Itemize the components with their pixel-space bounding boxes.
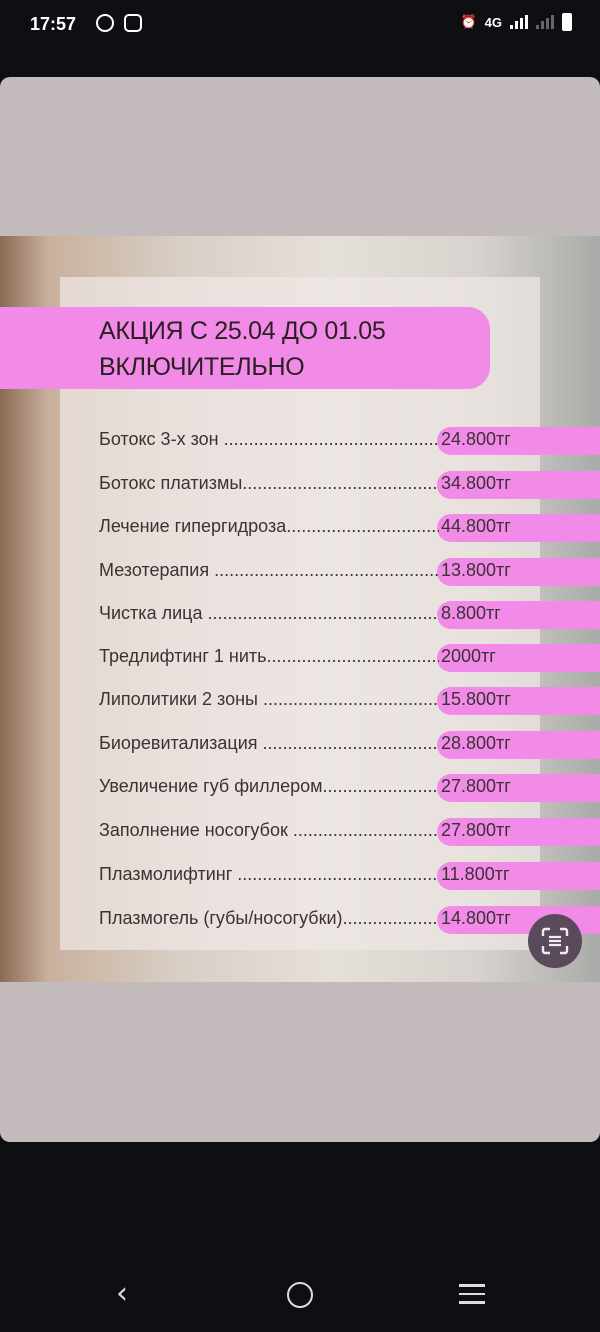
price-list-item: Ботокс платизмы.........................… bbox=[0, 471, 600, 499]
price-highlight bbox=[437, 427, 600, 455]
promo-title-line1: АКЦИЯ С 25.04 ДО 01.05 bbox=[99, 317, 386, 345]
status-bar: 17:57 ⏰ 4G bbox=[0, 0, 600, 48]
service-name: Плазмогель (губы/носогубки).............… bbox=[99, 908, 439, 928]
service-price: 15.800тг bbox=[441, 689, 511, 709]
service-price: 8.800тг bbox=[441, 603, 501, 623]
network-type: 4G bbox=[484, 14, 502, 30]
clock: 17:57 bbox=[30, 14, 77, 34]
price-list-item: Тредлифтинг 1 нить......................… bbox=[0, 644, 600, 672]
whatsapp-icon bbox=[96, 14, 114, 32]
alarm-icon: ⏰ bbox=[460, 14, 477, 29]
price-list-item: Липолитики 2 зоны ......................… bbox=[0, 687, 600, 715]
service-name: Чистка лица ............................… bbox=[99, 603, 439, 623]
price-highlight bbox=[437, 601, 600, 629]
navigation-bar: ‹ bbox=[0, 1262, 600, 1332]
price-highlight bbox=[437, 644, 600, 672]
price-list-item: Увеличение губ филлером.................… bbox=[0, 774, 600, 802]
recents-button[interactable] bbox=[459, 1284, 485, 1304]
promo-header: АКЦИЯ С 25.04 ДО 01.05 ВКЛЮЧИТЕЛЬНО bbox=[0, 307, 490, 389]
price-highlight bbox=[437, 731, 600, 759]
price-highlight bbox=[437, 471, 600, 499]
service-price: 2000тг bbox=[441, 646, 496, 666]
service-name: Липолитики 2 зоны ......................… bbox=[99, 689, 439, 709]
service-name: Мезотерапия ............................… bbox=[99, 560, 439, 580]
service-price: 24.800тг bbox=[441, 429, 511, 449]
price-list-item: Заполнение носогубок ...................… bbox=[0, 818, 600, 846]
price-highlight bbox=[437, 687, 600, 715]
scan-text-button[interactable] bbox=[528, 914, 582, 968]
price-list-item: Плазмогель (губы/носогубки).............… bbox=[0, 906, 600, 934]
service-name: Увеличение губ филлером.................… bbox=[99, 776, 439, 796]
price-list-item: Лечение гипергидроза....................… bbox=[0, 514, 600, 542]
service-price: 14.800тг bbox=[441, 908, 511, 928]
back-button[interactable]: ‹ bbox=[116, 1276, 128, 1311]
service-name: Тредлифтинг 1 нить......................… bbox=[99, 646, 439, 666]
price-list-item: Плазмолифтинг ..........................… bbox=[0, 862, 600, 890]
price-list-item: Ботокс 3-х зон .........................… bbox=[0, 427, 600, 455]
service-price: 27.800тг bbox=[441, 776, 511, 796]
price-list-item: Биоревитализация .......................… bbox=[0, 731, 600, 759]
image-viewer-card: АКЦИЯ С 25.04 ДО 01.05 ВКЛЮЧИТЕЛЬНО Бото… bbox=[0, 77, 600, 1142]
signal-sim2-icon bbox=[536, 15, 554, 29]
service-price: 11.800тг bbox=[441, 864, 510, 884]
scan-text-icon bbox=[541, 927, 569, 955]
price-highlight bbox=[437, 774, 600, 802]
service-name: Плазмолифтинг ..........................… bbox=[99, 864, 439, 884]
price-highlight bbox=[437, 558, 600, 586]
promo-title-line2: ВКЛЮЧИТЕЛЬНО bbox=[99, 353, 305, 381]
service-price: 44.800тг bbox=[441, 516, 511, 536]
service-name: Заполнение носогубок ...................… bbox=[99, 820, 439, 840]
home-button[interactable] bbox=[287, 1282, 313, 1308]
service-price: 34.800тг bbox=[441, 473, 511, 493]
price-list-item: Мезотерапия ............................… bbox=[0, 558, 600, 586]
service-name: Лечение гипергидроза....................… bbox=[99, 516, 439, 536]
service-price: 27.800тг bbox=[441, 820, 511, 840]
instagram-icon bbox=[124, 14, 142, 32]
price-highlight bbox=[437, 514, 600, 542]
service-name: Ботокс платизмы.........................… bbox=[99, 473, 439, 493]
price-list-item: Чистка лица ............................… bbox=[0, 601, 600, 629]
signal-icon bbox=[510, 15, 528, 29]
price-highlight bbox=[437, 818, 600, 846]
service-price: 13.800тг bbox=[441, 560, 511, 580]
service-price: 28.800тг bbox=[441, 733, 511, 753]
battery-icon bbox=[562, 13, 572, 31]
price-highlight bbox=[437, 862, 600, 890]
promo-image: АКЦИЯ С 25.04 ДО 01.05 ВКЛЮЧИТЕЛЬНО Бото… bbox=[0, 236, 600, 982]
service-name: Ботокс 3-х зон .........................… bbox=[99, 429, 439, 449]
service-name: Биоревитализация .......................… bbox=[99, 733, 439, 753]
